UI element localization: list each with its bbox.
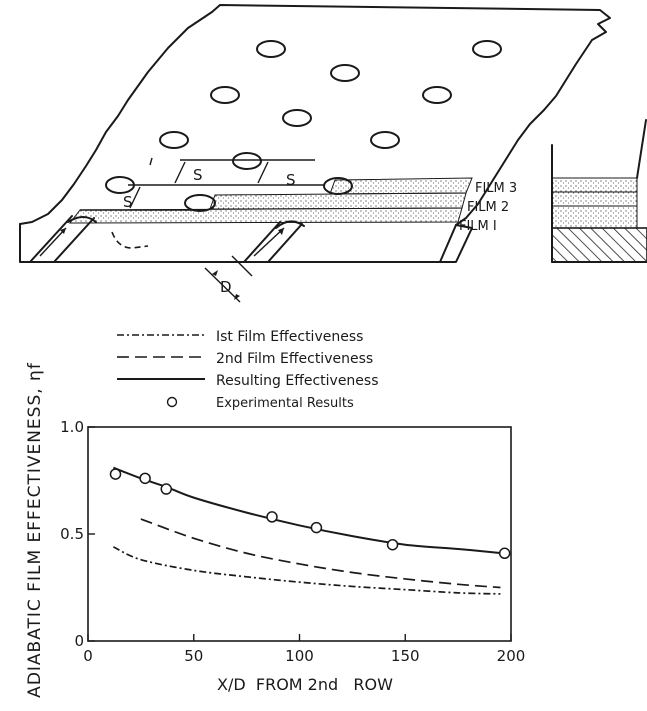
hole bbox=[232, 152, 262, 170]
legend-label-4: Experimental Results bbox=[216, 396, 354, 411]
experimental-point bbox=[498, 547, 511, 560]
legend-entry-3: Resulting Effectiveness bbox=[117, 373, 379, 389]
y-tick-label: 0 bbox=[74, 632, 84, 650]
cooling-holes bbox=[105, 40, 502, 212]
plot-frame bbox=[87, 426, 512, 642]
section-film-2 bbox=[551, 191, 638, 207]
hidden-tube bbox=[111, 231, 149, 249]
experimental-point bbox=[139, 472, 151, 485]
series-line-1 bbox=[113, 546, 501, 595]
film-1-label: FILM I bbox=[459, 219, 497, 234]
plate-side-face bbox=[439, 224, 473, 263]
spacing-label-3: S bbox=[123, 193, 133, 211]
section-film-1 bbox=[551, 205, 638, 229]
experimental-point bbox=[109, 468, 122, 480]
series-line-2 bbox=[140, 518, 501, 589]
hole bbox=[210, 86, 240, 104]
spacing-dimensions bbox=[80, 157, 325, 211]
legend: Ist Film Effectiveness 2nd Film Effectiv… bbox=[117, 329, 379, 411]
y-tick-label: 0.5 bbox=[60, 525, 84, 543]
experimental-point bbox=[266, 511, 278, 523]
y-axis-title: ADIABATIC FILM EFFECTIVENESS, ηf bbox=[25, 362, 45, 698]
effectiveness-chart: Ist Film Effectiveness 2nd Film Effectiv… bbox=[25, 329, 525, 698]
y-tick-label: 1.0 bbox=[60, 418, 84, 436]
x-tick-label: 200 bbox=[497, 647, 526, 665]
film-2-layer bbox=[209, 192, 467, 210]
side-section-view bbox=[551, 119, 647, 263]
hole bbox=[472, 40, 502, 58]
diameter-label: D bbox=[220, 278, 232, 296]
injection-tube-right bbox=[243, 220, 305, 263]
legend-entry-1: Ist Film Effectiveness bbox=[117, 329, 363, 345]
legend-entry-4: Experimental Results bbox=[166, 396, 354, 411]
x-tick-label: 100 bbox=[285, 647, 314, 665]
film-cooling-schematic: S S S D FILM 3 FILM 2 FILM I bbox=[19, 4, 611, 303]
hole bbox=[370, 131, 400, 149]
legend-entry-2: 2nd Film Effectiveness bbox=[117, 351, 373, 367]
legend-label-1: Ist Film Effectiveness bbox=[216, 329, 363, 345]
x-axis-ticks: 0 50 100 150 200 bbox=[83, 634, 525, 665]
x-tick-label: 0 bbox=[83, 647, 93, 665]
section-film-3 bbox=[551, 177, 638, 193]
spacing-label-2: S bbox=[286, 171, 296, 189]
plate-front-face bbox=[19, 223, 457, 263]
section-wall bbox=[551, 227, 647, 263]
x-tick-label: 150 bbox=[391, 647, 420, 665]
hole bbox=[282, 109, 312, 127]
film-2-label: FILM 2 bbox=[467, 200, 509, 215]
legend-label-2: 2nd Film Effectiveness bbox=[216, 351, 373, 367]
series-line-3 bbox=[113, 466, 503, 555]
experimental-point bbox=[160, 483, 173, 495]
hole bbox=[256, 40, 286, 58]
y-axis-ticks: 0 0.5 1.0 bbox=[60, 418, 95, 650]
spacing-label-1: S bbox=[193, 166, 203, 184]
chart-series bbox=[109, 466, 511, 595]
hole bbox=[323, 177, 353, 195]
experimental-point bbox=[386, 538, 399, 551]
x-axis-title: X/D FROM 2nd ROW bbox=[217, 675, 393, 694]
legend-label-3: Resulting Effectiveness bbox=[216, 373, 379, 389]
plate-top-surface bbox=[19, 4, 611, 226]
hole bbox=[184, 194, 216, 212]
hole bbox=[422, 86, 452, 104]
x-tick-label: 50 bbox=[184, 647, 203, 665]
diameter-dimension bbox=[204, 255, 253, 303]
injection-tube-left bbox=[29, 215, 97, 263]
experimental-point bbox=[310, 521, 323, 534]
hole bbox=[330, 64, 360, 82]
hole bbox=[159, 131, 189, 149]
film-3-label: FILM 3 bbox=[475, 181, 517, 196]
